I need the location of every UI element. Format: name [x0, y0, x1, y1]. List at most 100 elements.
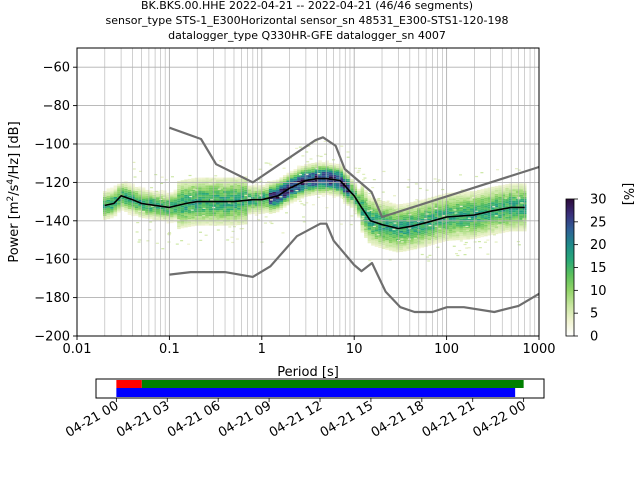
histogram-cell: [413, 220, 418, 223]
histogram-cell: [282, 180, 287, 183]
histogram-cell: [152, 198, 157, 201]
histogram-cell: [164, 179, 168, 181]
histogram-cell: [367, 201, 372, 203]
histogram-cell: [388, 204, 393, 207]
histogram-cell: [368, 259, 372, 262]
histogram-cell: [484, 197, 488, 200]
histogram-cell: [459, 218, 463, 221]
histogram-cell: [465, 225, 469, 227]
histogram-cell: [395, 248, 400, 251]
histogram-cell: [431, 233, 435, 236]
histogram-cell: [364, 216, 368, 219]
histogram-cell: [293, 174, 298, 177]
histogram-cell: [208, 214, 213, 216]
y-tick-label: −120: [34, 176, 70, 191]
histogram-cell: [190, 209, 194, 211]
histogram-cell: [194, 223, 199, 226]
histogram-cell: [194, 210, 199, 213]
histogram-cell: [452, 202, 456, 204]
series-lines: [104, 126, 540, 314]
histogram-cell: [318, 191, 322, 193]
histogram-cell: [230, 196, 234, 199]
histogram-cell: [226, 177, 231, 180]
histogram-cell: [180, 199, 185, 202]
histogram-cell: [145, 207, 149, 210]
histogram-cell: [371, 216, 375, 219]
histogram-cell: [205, 191, 209, 193]
histogram-cell: [293, 180, 298, 183]
histogram-cell: [155, 216, 159, 219]
histogram-cell: [269, 164, 273, 166]
histogram-cell: [180, 201, 185, 204]
histogram-cell: [381, 208, 386, 211]
histogram-cell: [177, 213, 181, 216]
histogram-cell: [134, 198, 139, 201]
histogram-cell: [201, 204, 206, 207]
histogram-cell: [462, 197, 467, 200]
histogram-cell: [210, 178, 214, 181]
histogram-cell: [305, 173, 309, 175]
histogram-cell: [305, 202, 309, 204]
histogram-cell: [132, 161, 136, 164]
histogram-cell: [477, 207, 481, 210]
histogram-cell: [226, 214, 231, 216]
histogram-cell: [270, 222, 274, 225]
histogram-cell: [367, 233, 372, 236]
histogram-cell: [325, 191, 329, 194]
histogram-cell: [364, 232, 368, 235]
histogram-cell: [332, 188, 336, 191]
histogram-cell: [413, 233, 418, 236]
histogram-cell: [452, 213, 456, 216]
histogram-cell: [477, 201, 481, 204]
histogram-cell: [353, 192, 358, 195]
histogram-cell: [258, 194, 262, 197]
histogram-cell: [491, 213, 495, 216]
histogram-cell: [208, 202, 213, 205]
histogram-cell: [120, 181, 125, 184]
histogram-cell: [233, 213, 238, 216]
histogram-cell: [300, 173, 305, 176]
histogram-cell: [346, 186, 351, 189]
histogram-cell: [494, 207, 499, 210]
histogram-cell: [290, 182, 294, 185]
histogram-cell: [110, 187, 114, 190]
histogram-cell: [466, 226, 471, 228]
histogram-cell: [508, 196, 513, 199]
histogram-cell: [462, 235, 467, 238]
histogram-cell: [194, 218, 199, 220]
histogram-cell: [399, 248, 403, 251]
histogram-cell: [501, 230, 506, 233]
histogram-cell: [402, 239, 407, 242]
histogram-cell: [307, 182, 312, 185]
histogram-cell: [402, 218, 407, 221]
histogram-cell: [399, 223, 403, 226]
histogram-cell: [342, 177, 347, 179]
histogram-cell: [357, 200, 361, 203]
histogram-cell: [162, 203, 167, 206]
histogram-cell: [261, 196, 266, 199]
histogram-cell: [388, 223, 393, 226]
histogram-cell: [374, 208, 379, 211]
histogram-cell: [462, 230, 467, 233]
histogram-cell: [434, 209, 439, 212]
histogram-cell: [371, 186, 375, 189]
histogram-cell: [392, 209, 396, 212]
histogram-cell: [240, 217, 245, 219]
histogram-cell: [162, 198, 167, 201]
histogram-cell: [508, 185, 513, 188]
histogram-cell: [201, 185, 206, 188]
histogram-cell: [314, 191, 319, 194]
histogram-cell: [290, 191, 294, 194]
histogram-cell: [452, 211, 456, 214]
histogram-cell: [180, 214, 185, 217]
histogram-cell: [120, 189, 125, 192]
histogram-cell: [201, 223, 206, 226]
histogram-cell: [293, 190, 298, 193]
histogram-cell: [399, 203, 403, 206]
histogram-cell: [462, 237, 467, 240]
histogram-cell: [180, 184, 185, 187]
coverage-bar: [141, 380, 524, 388]
histogram-cell: [162, 196, 166, 199]
histogram-cell: [208, 183, 213, 186]
histogram-cell: [152, 210, 157, 213]
